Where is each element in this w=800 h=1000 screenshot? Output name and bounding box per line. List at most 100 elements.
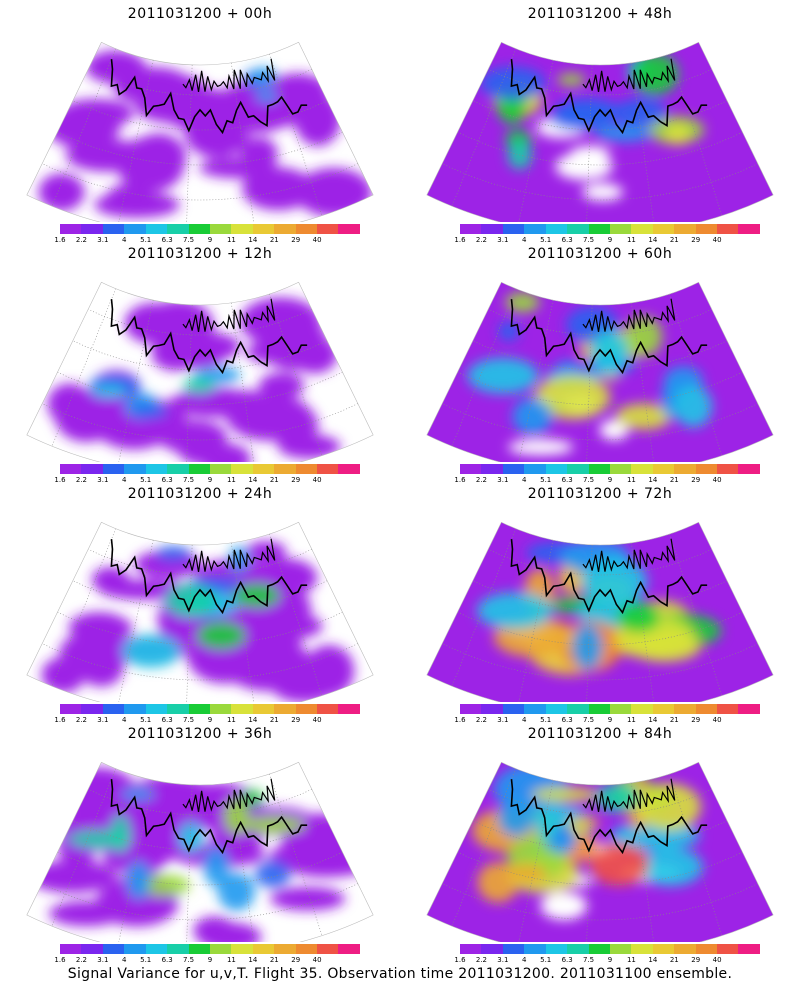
- colorbar-label: 4: [122, 716, 127, 724]
- colorbar-segment: [145, 704, 168, 714]
- map-panel: 2011031200 + 60h 1.6 2.2 3.1 4 5.1 6.3 7.5 9 11 14…: [400, 240, 800, 484]
- colorbar-segment: [460, 944, 482, 954]
- colorbar-label: 2.2: [475, 476, 487, 484]
- map-plot: [426, 521, 774, 702]
- map-panel: 2011031200 + 48h 1.6 2.2 3.1 4 5.1 6.3 7.5 9 11 14…: [400, 0, 800, 244]
- colorbar-label: 1.6: [454, 236, 466, 244]
- panel-title: 2011031200 + 72h: [527, 486, 673, 502]
- colorbar-label: 5.1: [540, 236, 552, 244]
- colorbar-label: 29: [691, 716, 701, 724]
- colorbar-label: 21: [669, 476, 679, 484]
- colorbar-segment: [60, 704, 82, 714]
- panel-title: 2011031200 + 00h: [127, 6, 273, 22]
- colorbar-segment: [717, 944, 739, 954]
- colorbar-segment: [231, 944, 253, 954]
- colorbar-label: 1.6: [54, 236, 66, 244]
- colorbar-segment: [674, 224, 696, 234]
- map-panel: 2011031200 + 36h 1.6 2.2 3.1 4 5.1 6.3 7.5 9 11 14…: [0, 720, 400, 964]
- colorbar-segment: [124, 464, 146, 474]
- colorbar-segment: [102, 224, 125, 234]
- colorbar-label: 21: [669, 236, 679, 244]
- colorbar: [60, 704, 360, 714]
- colorbar-segment: [717, 704, 739, 714]
- colorbar-segment: [317, 944, 339, 954]
- colorbar-label: 29: [291, 716, 301, 724]
- colorbar-label: 40: [312, 236, 322, 244]
- colorbar-label: 11: [226, 476, 236, 484]
- colorbar-segment: [545, 464, 568, 474]
- colorbar-label: 21: [669, 956, 679, 964]
- colorbar-label: 6.3: [161, 236, 173, 244]
- colorbar-segment: [188, 464, 210, 474]
- panel-title: 2011031200 + 84h: [527, 726, 673, 742]
- colorbar-segment: [81, 464, 103, 474]
- colorbar-label: 9: [207, 476, 213, 484]
- colorbar-label: 7.5: [182, 716, 195, 724]
- colorbar-segment: [317, 464, 339, 474]
- colorbar-label: 40: [712, 716, 722, 724]
- colorbar-label: 1.6: [54, 476, 66, 484]
- colorbar-label: 3.1: [497, 476, 509, 484]
- map-plot: [426, 761, 774, 942]
- colorbar-label: 4: [122, 236, 127, 244]
- colorbar-segment: [317, 224, 339, 234]
- colorbar-label: 11: [626, 956, 636, 964]
- colorbar-label: 40: [712, 236, 722, 244]
- colorbar-label: 2.2: [75, 716, 87, 724]
- colorbar-label: 6.3: [161, 716, 173, 724]
- colorbar-label: 11: [626, 476, 636, 484]
- colorbar-segment: [102, 464, 125, 474]
- colorbar-label: 14: [248, 956, 258, 964]
- colorbar-segment: [652, 944, 675, 954]
- colorbar-label: 11: [226, 956, 236, 964]
- colorbar-label: 4: [522, 716, 527, 724]
- colorbar-label: 14: [648, 476, 658, 484]
- colorbar-label: 7.5: [582, 236, 595, 244]
- colorbar-segment: [652, 464, 675, 474]
- colorbar-label: 5.1: [140, 716, 152, 724]
- colorbar-segment: [167, 944, 189, 954]
- colorbar-segment: [338, 944, 360, 954]
- colorbar-label: 5.1: [540, 716, 552, 724]
- colorbar-segment: [460, 704, 482, 714]
- colorbar-segment: [738, 704, 760, 714]
- colorbar-label: 6.3: [561, 236, 573, 244]
- colorbar-label: 4: [522, 476, 527, 484]
- colorbar-label: 1.6: [454, 956, 466, 964]
- colorbar-label: 1.6: [54, 956, 66, 964]
- colorbar-label: 7.5: [582, 956, 595, 964]
- colorbar-label: 3.1: [497, 716, 509, 724]
- colorbar-segment: [524, 464, 546, 474]
- colorbar-segment: [252, 704, 275, 714]
- panel-title: 2011031200 + 36h: [127, 726, 273, 742]
- colorbar-segment: [567, 224, 589, 234]
- colorbar-segment: [317, 704, 339, 714]
- colorbar-segment: [145, 224, 168, 234]
- colorbar-segment: [502, 704, 525, 714]
- colorbar-label: 5.1: [140, 956, 152, 964]
- colorbar-segment: [274, 224, 296, 234]
- colorbar-segment: [524, 944, 546, 954]
- colorbar-segment: [674, 944, 696, 954]
- colorbar-label: 2.2: [75, 956, 87, 964]
- colorbar-segment: [717, 464, 739, 474]
- colorbar-segment: [338, 704, 360, 714]
- colorbar-label: 40: [312, 716, 322, 724]
- colorbar-labels: 1.6 2.2 3.1 4 5.1 6.3 7.5 9 11 14 21 29 40: [454, 956, 760, 966]
- colorbar-label: 3.1: [97, 956, 109, 964]
- colorbar-segment: [124, 944, 146, 954]
- colorbar-segment: [295, 944, 318, 954]
- colorbar-segment: [81, 944, 103, 954]
- colorbar: [60, 224, 360, 234]
- colorbar-segment: [167, 224, 189, 234]
- colorbar-label: 5.1: [140, 476, 152, 484]
- colorbar-segment: [609, 224, 632, 234]
- colorbar-segment: [188, 224, 210, 234]
- colorbar-label: 14: [248, 236, 258, 244]
- panel-title: 2011031200 + 12h: [127, 246, 273, 262]
- colorbar-segment: [502, 944, 525, 954]
- colorbar-segment: [295, 704, 318, 714]
- colorbar-label: 7.5: [182, 236, 195, 244]
- colorbar-label: 11: [626, 236, 636, 244]
- colorbar-label: 11: [626, 716, 636, 724]
